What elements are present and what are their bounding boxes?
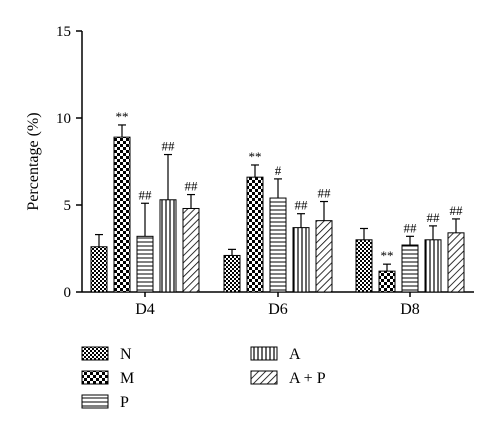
significance-label: ## [318, 186, 332, 201]
bar-a+p-d8 [447, 232, 465, 293]
legend-swatch-a [250, 346, 278, 361]
y-tick-label: 5 [64, 198, 72, 214]
y-tick-label: 10 [56, 111, 71, 127]
bar-m-d4 [113, 136, 131, 293]
significance-label: ## [450, 203, 464, 218]
bar-p-d4 [136, 235, 154, 293]
bar-a-d8 [424, 239, 442, 293]
bar-p-d8 [401, 244, 419, 293]
bar-a-d6 [292, 227, 310, 293]
significance-label: ## [404, 220, 418, 235]
significance-label: ## [295, 198, 309, 213]
x-tick-label: D6 [268, 301, 288, 318]
bar-m-d8 [378, 270, 396, 293]
legend-label-p: P [120, 394, 129, 411]
bar-p-d6 [269, 197, 287, 293]
legend-label-n: N [120, 346, 132, 363]
legend-label-a+p: A + P [289, 370, 326, 387]
legend: NMP A A + P [81, 346, 326, 411]
legend-swatch-m [81, 370, 109, 385]
legend-label-m: M [120, 370, 134, 387]
significance-label: ## [185, 179, 199, 194]
legend-label-a: A [289, 346, 301, 363]
legend-swatch-p [81, 394, 109, 409]
significance-label: ** [116, 109, 129, 124]
legend-swatch-n [81, 346, 109, 361]
bar-m-d6 [246, 176, 264, 293]
significance-label: ** [249, 149, 262, 164]
bars: **######**#####**#### ## [90, 109, 465, 293]
y-axis-label: Percentage (%) [25, 112, 42, 210]
significance-label: # [275, 163, 282, 178]
significance-label: ## [427, 210, 441, 225]
x-tick-label: D8 [400, 301, 420, 318]
bar-a+p-d6 [315, 220, 333, 293]
bar-a+p-d4 [182, 207, 200, 293]
bar-n-d6 [223, 254, 241, 293]
legend-swatch-a+p [250, 370, 278, 385]
bar-a-d4 [159, 199, 177, 293]
bar-n-d8 [355, 239, 373, 293]
bar-n-d4 [90, 246, 108, 293]
significance-label: ## [162, 139, 176, 154]
significance-label: ## [139, 187, 153, 202]
y-tick-label: 0 [64, 285, 72, 301]
significance-label: ** [381, 248, 394, 263]
y-tick-label: 15 [56, 24, 71, 40]
x-tick-label: D4 [135, 301, 155, 318]
